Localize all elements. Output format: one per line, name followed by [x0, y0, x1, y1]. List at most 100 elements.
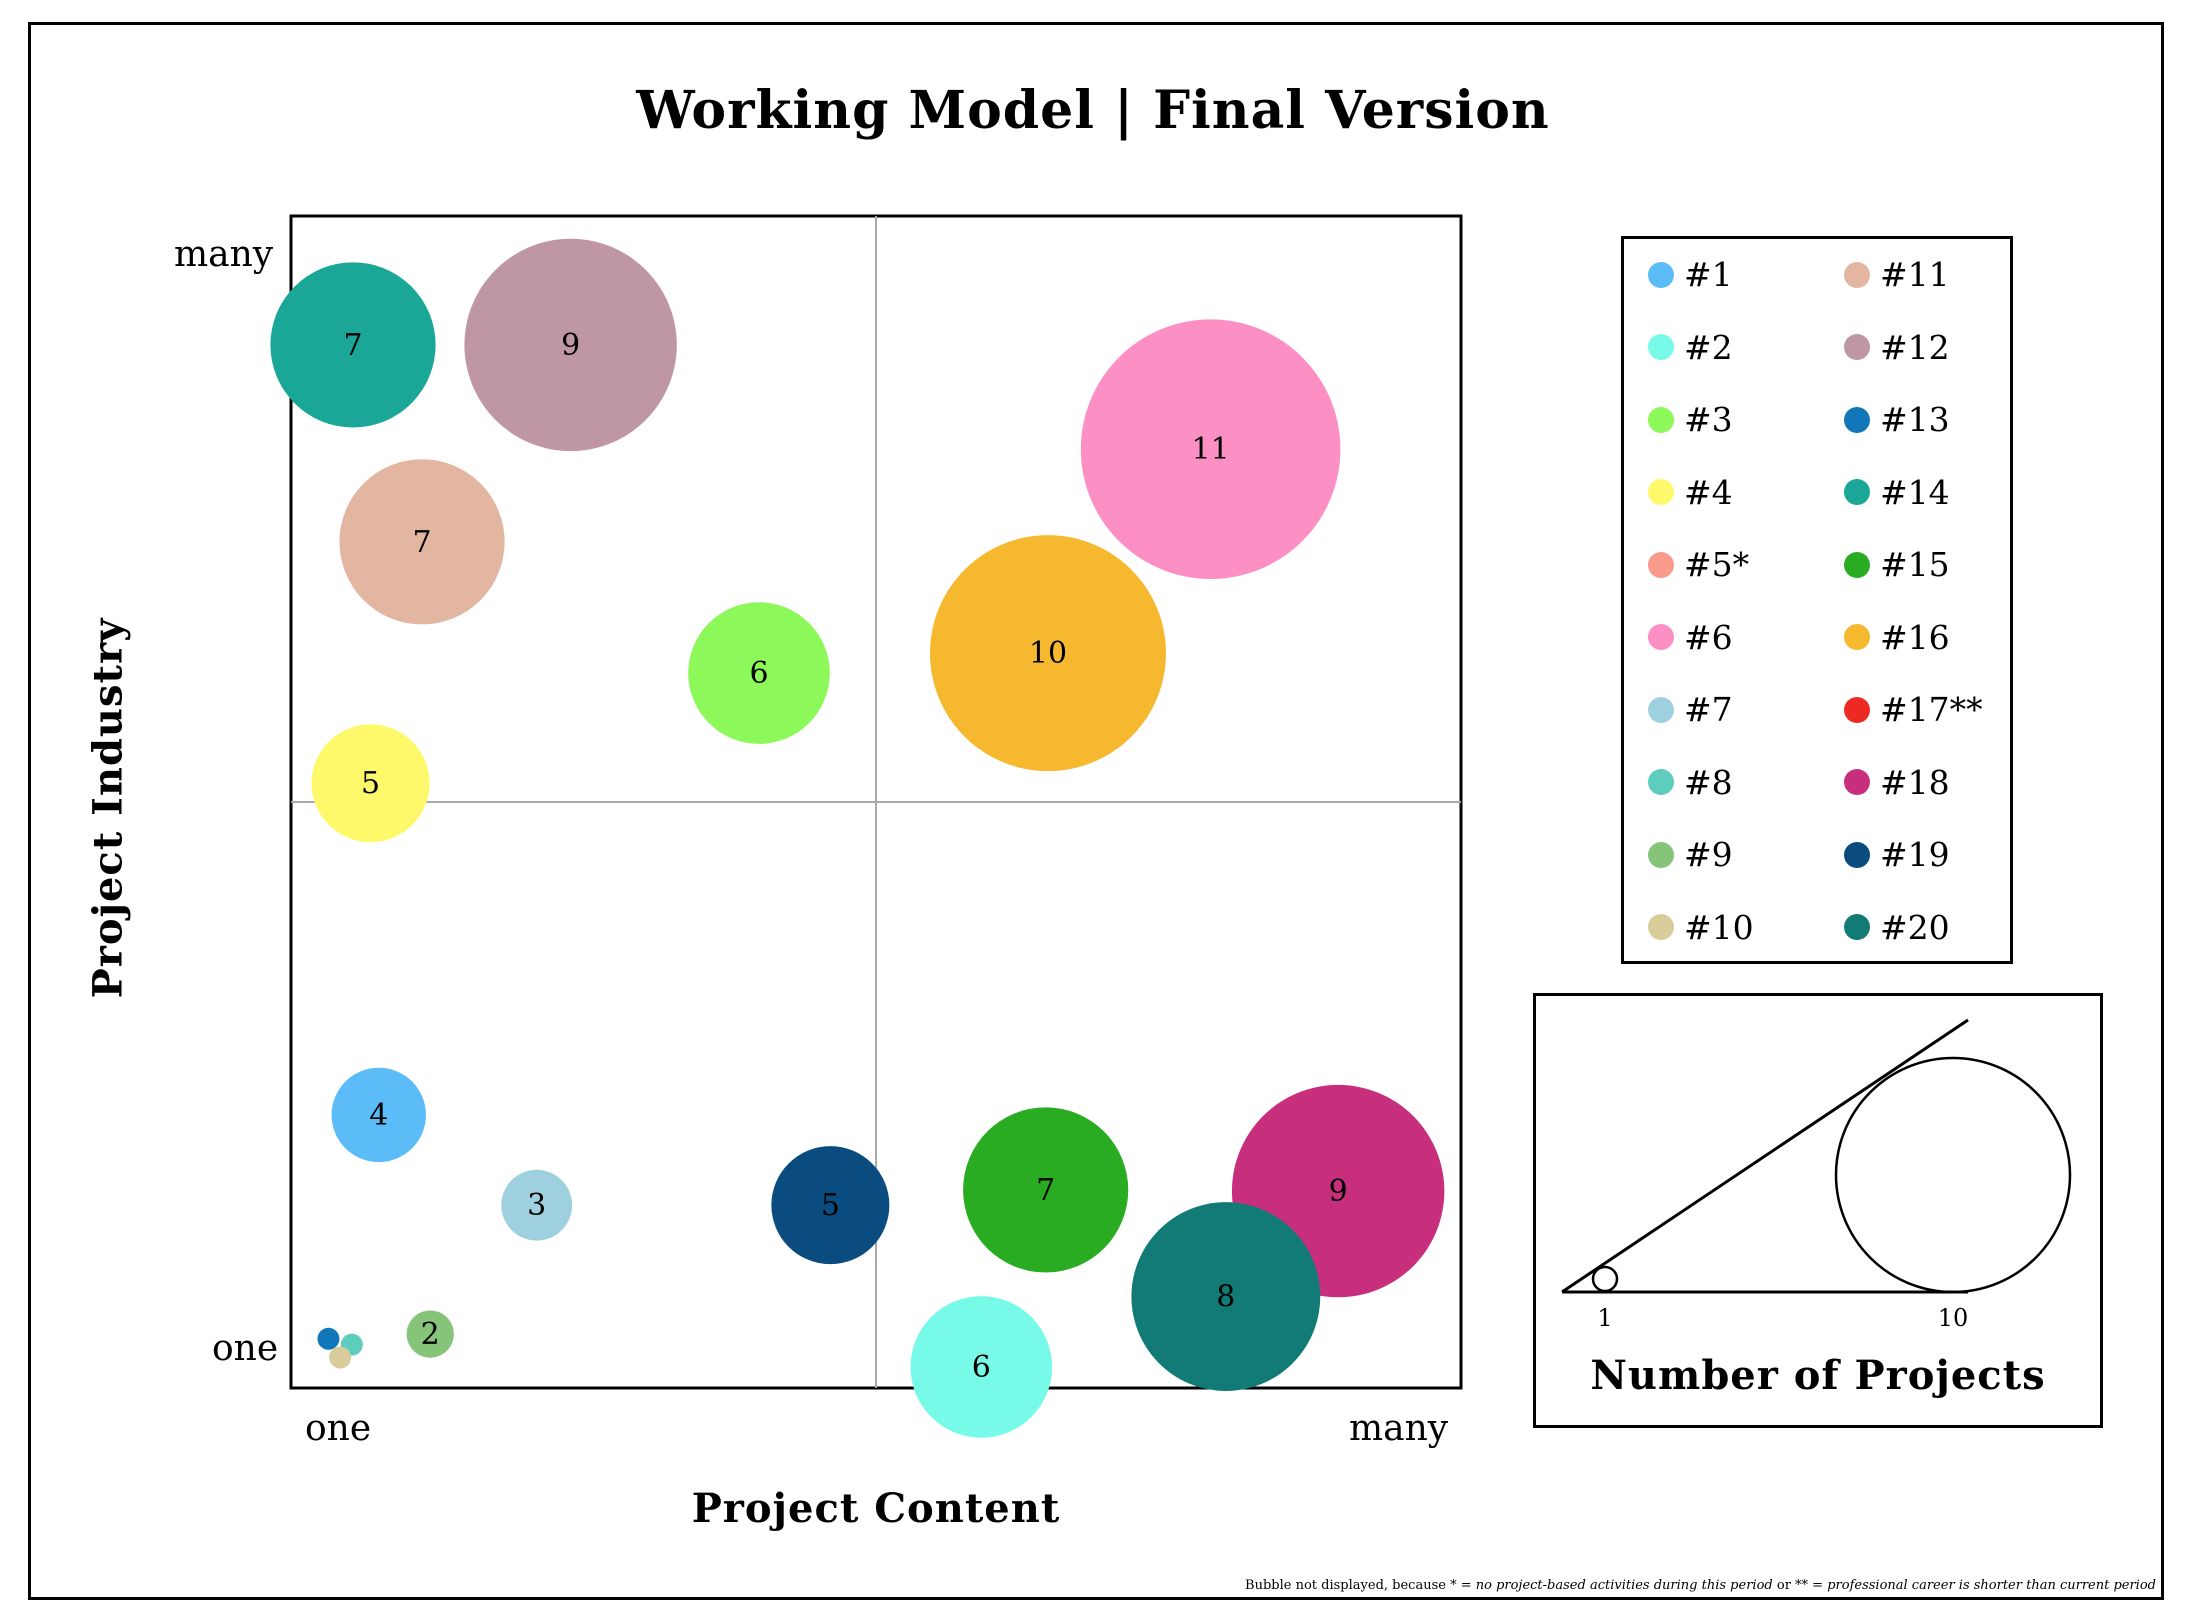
bubble-value-label: 6: [749, 656, 768, 691]
footnote-reason-1: no project-based activities during this …: [1475, 1578, 1773, 1593]
legend-label: #20: [1880, 907, 1950, 947]
bubble-value-label: 7: [343, 328, 362, 363]
legend-swatch: [1648, 914, 1674, 940]
bubble-value-label: 11: [1192, 432, 1230, 467]
legend-swatch: [1844, 841, 1870, 868]
legend-label: #14: [1880, 472, 1950, 512]
bubble-n16: [929, 535, 1166, 772]
x-tick-low: one: [305, 1408, 372, 1449]
legend-swatch: [1648, 696, 1674, 723]
bubble-value-label: 7: [412, 525, 431, 560]
legend-item: #5*: [1648, 545, 1749, 584]
y-axis-label: Project Industry: [84, 617, 132, 999]
legend-label: #6: [1684, 617, 1733, 657]
bubble-n13: [317, 1327, 340, 1350]
bubble-n9: [406, 1310, 454, 1358]
legend-item: #14: [1844, 473, 1950, 512]
legend-label: #15: [1880, 545, 1950, 584]
legend-label: #19: [1880, 835, 1950, 874]
bubble-n6: [1080, 319, 1341, 580]
bubble-value-label: 4: [369, 1098, 388, 1133]
bubble-n11: [339, 459, 505, 625]
bubble-value-label: 9: [561, 328, 580, 363]
x-tick-high: many: [1349, 1408, 1449, 1449]
legend-swatch: [1648, 841, 1674, 868]
bubbles-group: 4 6 6 5 11 3 2 7 9 7 7 10 9 5 8: [270, 238, 1445, 1438]
bubble-value-label: 7: [1036, 1173, 1055, 1208]
legend-label: #5*: [1684, 545, 1750, 584]
legend-swatch: [1648, 551, 1674, 578]
legend-label: #1: [1684, 255, 1733, 294]
bubble-n19: [771, 1146, 890, 1265]
legend-label: #16: [1880, 617, 1950, 657]
legend-item: #7: [1648, 690, 1733, 729]
legend-swatch: [1844, 696, 1870, 723]
bubble-value-label: 9: [1329, 1174, 1348, 1209]
size-legend-title: Number of Projects: [1590, 1352, 2046, 1399]
footnote-reason-2: professional career is shorter than curr…: [1827, 1578, 2156, 1593]
legend-swatch: [1648, 769, 1674, 795]
legend-swatch: [1844, 914, 1870, 940]
bubble-n4: [311, 724, 430, 843]
legend-swatch: [1648, 479, 1674, 505]
legend-item: #15: [1844, 545, 1950, 584]
legend-item: #17**: [1844, 690, 1983, 729]
legend-label: #17**: [1880, 690, 1983, 729]
bubble-n10: [329, 1346, 352, 1369]
legend-label: #8: [1684, 762, 1733, 802]
legend-swatch: [1844, 624, 1870, 650]
legend-label: #12: [1880, 327, 1950, 367]
footnote-prefix: Bubble not displayed, because * =: [1245, 1578, 1476, 1593]
legend-swatch: [1844, 769, 1870, 795]
footnote-middle: or ** =: [1772, 1578, 1828, 1593]
y-tick-low: one: [212, 1328, 279, 1369]
legend-item: #13: [1844, 400, 1950, 439]
legend-item: #4: [1648, 473, 1733, 512]
legend-label: #11: [1880, 255, 1950, 294]
bubble-n3: [688, 602, 830, 744]
bubble-value-label: 6: [972, 1350, 991, 1385]
legend-item: #3: [1648, 400, 1733, 439]
legend-item: #12: [1844, 328, 1950, 367]
legend-item: #11: [1844, 255, 1950, 294]
legend-item: #6: [1648, 618, 1733, 657]
footnote: Bubble not displayed, because * = no pro…: [1245, 1578, 2156, 1593]
figure-frame: [28, 22, 2164, 1600]
legend-item: #9: [1648, 835, 1733, 874]
legend-swatch: [1844, 551, 1870, 578]
bubble-value-label: 5: [361, 766, 380, 801]
legend-label: #9: [1684, 835, 1733, 874]
legend-item: #8: [1648, 763, 1733, 802]
bubble-value-label: 2: [421, 1317, 440, 1352]
bubble-n15: [963, 1107, 1129, 1273]
legend-label: #3: [1684, 400, 1733, 439]
bubble-value-label: 10: [1029, 636, 1067, 671]
bubble-n14: [270, 262, 436, 428]
bubble-n12: [464, 238, 677, 452]
legend: #1 #2 #3 #4 #5* #6 #7 #8 #9 #10 #11 #12 #13 #14 #15 #16…: [1621, 236, 2013, 964]
legend-item: #2: [1648, 328, 1733, 367]
bubble-n2: [910, 1296, 1053, 1438]
bubble-n1: [331, 1067, 426, 1163]
legend-swatch: [1648, 406, 1674, 433]
bubble-value-label: 8: [1216, 1280, 1235, 1315]
legend-item: #1: [1648, 255, 1733, 294]
x-axis-label: Project Content: [691, 1485, 1061, 1532]
legend-item: #16: [1844, 618, 1950, 657]
legend-swatch: [1844, 479, 1870, 505]
legend-swatch: [1844, 261, 1870, 288]
legend-label: #18: [1880, 762, 1950, 802]
bubble-value-label: 5: [821, 1188, 840, 1223]
legend-label: #4: [1684, 472, 1733, 512]
size-legend: [1533, 993, 2103, 1428]
legend-label: #10: [1684, 907, 1754, 947]
legend-swatch: [1648, 624, 1674, 650]
bubble-n20: [1131, 1202, 1321, 1391]
legend-swatch: [1844, 334, 1870, 360]
legend-item: #19: [1844, 835, 1950, 874]
bubble-value-label: 3: [527, 1188, 546, 1223]
legend-swatch: [1648, 334, 1674, 360]
legend-swatch: [1648, 261, 1674, 288]
legend-label: #7: [1684, 690, 1733, 729]
